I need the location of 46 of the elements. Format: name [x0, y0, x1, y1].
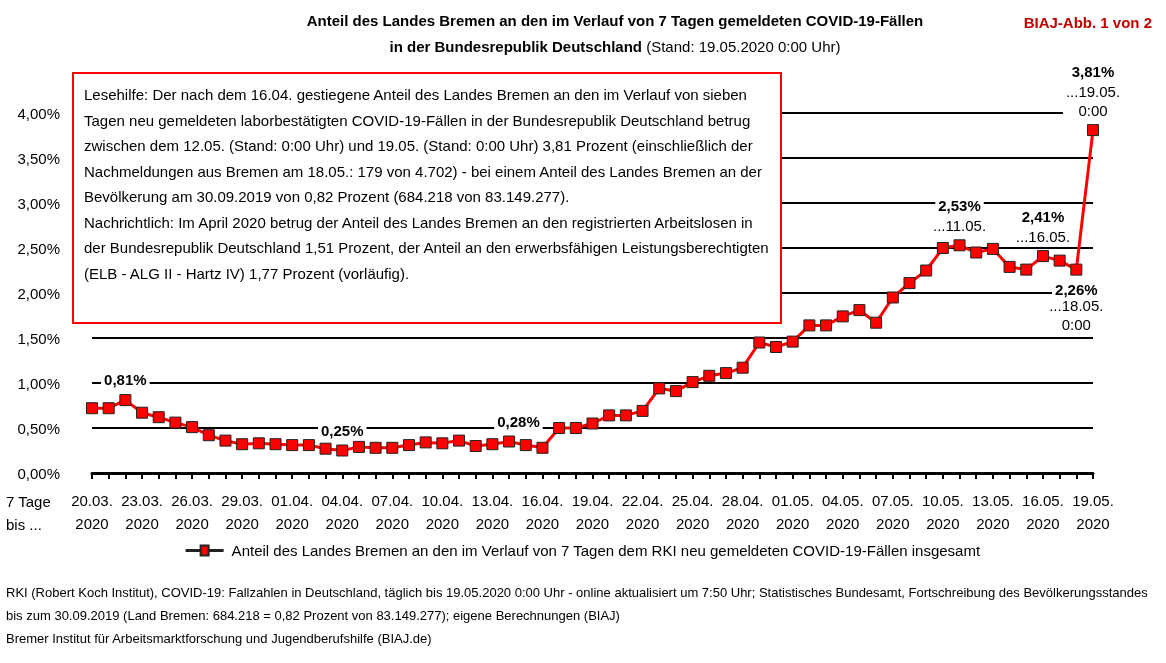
y-tick-label: 0,00%: [17, 464, 60, 482]
x-tick-label: 13.05. 2020: [972, 492, 1014, 532]
x-tick-label: 16.05. 2020: [1022, 492, 1064, 532]
x-tick-label: 19.05. 2020: [1072, 492, 1114, 532]
data-label: 2,53%: [938, 197, 981, 215]
y-tick-label: 3,50%: [17, 149, 60, 167]
x-tick-label: 10.05. 2020: [921, 492, 964, 532]
data-label: 2,41%: [1021, 208, 1065, 226]
y-tick-label: 4,00%: [17, 104, 60, 122]
x-tick-label: 07.05. 2020: [871, 492, 914, 532]
data-label: 0,81%: [104, 371, 147, 389]
x-tick-label: 29.03. 2020: [221, 492, 264, 532]
x-tick-label: 01.04. 2020: [271, 492, 314, 532]
y-tick-label: 1,50%: [17, 329, 60, 347]
x-axis-title: 7 Tage bis ...: [6, 493, 51, 533]
x-tick-label: 28.04. 2020: [721, 492, 764, 532]
y-tick-label: 3,00%: [17, 194, 60, 212]
x-tick-label: 23.03. 2020: [121, 492, 163, 532]
annotation: Lesehilfe: Der nach dem 16.04. gestiegene Anteil des Landes Bremen an den im Verlauf von sieben Tagen neu gemeldeten laborbestätigten COVID-19-Fällen in der Bundesrepublik Deutschland betrug zwischen dem 12.05. (Stand: 0:00 Uhr) und 19.05. (Stand: 0:00 Uhr) 3,81 Prozent (einschließlich der Nachmeldungen aus Bremen am 18.05.: 179 von 4.702) - bei einem Anteil des Landes Bremen an der Bevölkerung am 30.09.2019 von 0,82 Prozent (684.218 von 83.149.277). Nachrichtlich: Im April 2020 betrug der Anteil des Landes Bremen an den registrierten Arbeitslosen in der Bundesrepublik Deutschland 1,51 Prozent, der Anteil an den erwerbsfähigen Leistungsberechtigten (ELB - ALG II - Hartz IV) 1,77 Prozent (vorläufig).: [72, 72, 782, 324]
y-tick-label: 2,50%: [17, 239, 60, 257]
x-tick-label: 26.03. 2020: [171, 492, 213, 532]
legend-label: Anteil des Landes Bremen an den im Verlauf von 7 Tagen dem RKI neu gemeldeten COVID-19-Fällen insgesamt: [231, 542, 981, 559]
data-label: 2,26%: [1055, 280, 1098, 298]
x-tick-label: 10.04. 2020: [421, 492, 464, 532]
chart-subtitle: (Stand: 19.05.2020 0:00 Uhr): [646, 38, 841, 55]
x-tick-label: 13.04. 2020: [471, 492, 514, 532]
x-tick-label: 20.03. 2020: [71, 492, 113, 532]
x-tick-label: 22.04. 2020: [621, 492, 664, 532]
y-tick-label: 1,00%: [17, 374, 60, 392]
y-tick-label: 0,50%: [17, 419, 60, 437]
x-tick-label: 04.05. 2020: [821, 492, 864, 532]
annotation: ...16.05.: [1015, 228, 1071, 246]
x-tick-label: 25.04. 2020: [671, 492, 714, 532]
data-label: 0,28%: [497, 412, 540, 430]
y-tick-label: 2,00%: [17, 284, 60, 302]
text: BIAJ-Abb. 1 von 2: [1023, 14, 1152, 31]
x-tick-label: 01.05. 2020: [771, 492, 814, 532]
x-tick-label: 16.04. 2020: [521, 492, 564, 532]
x-tick-label: 19.04. 2020: [571, 492, 614, 532]
annotation: ...19.05. 0:00: [1065, 83, 1121, 120]
x-tick-label: 04.04. 2020: [321, 492, 364, 532]
x-tick-label: 07.04. 2020: [371, 492, 414, 532]
data-label: 3,81%: [1071, 63, 1115, 81]
annotation: ...11.05.: [932, 217, 987, 235]
data-label: 0,25%: [320, 421, 364, 439]
text: RKI (Robert Koch Institut), COVID-19: Fallzahlen in Deutschland, täglich bis 19.05.2020 0:00 Uhr - online aktualisiert um 7:50 Uhr; Statistisches Bundesamt, Fortschreibung des Bevölkerungsstandes bis zum 30.09.2019 (Land Bremen: 684.218 = 0,82 Prozent von 83.149.277); eigene Berechnungen (BIAJ) Bremer Institut für Arbeitsmarktforschung und Jugendberufshilfe (BIAJ.de): [6, 584, 1149, 648]
